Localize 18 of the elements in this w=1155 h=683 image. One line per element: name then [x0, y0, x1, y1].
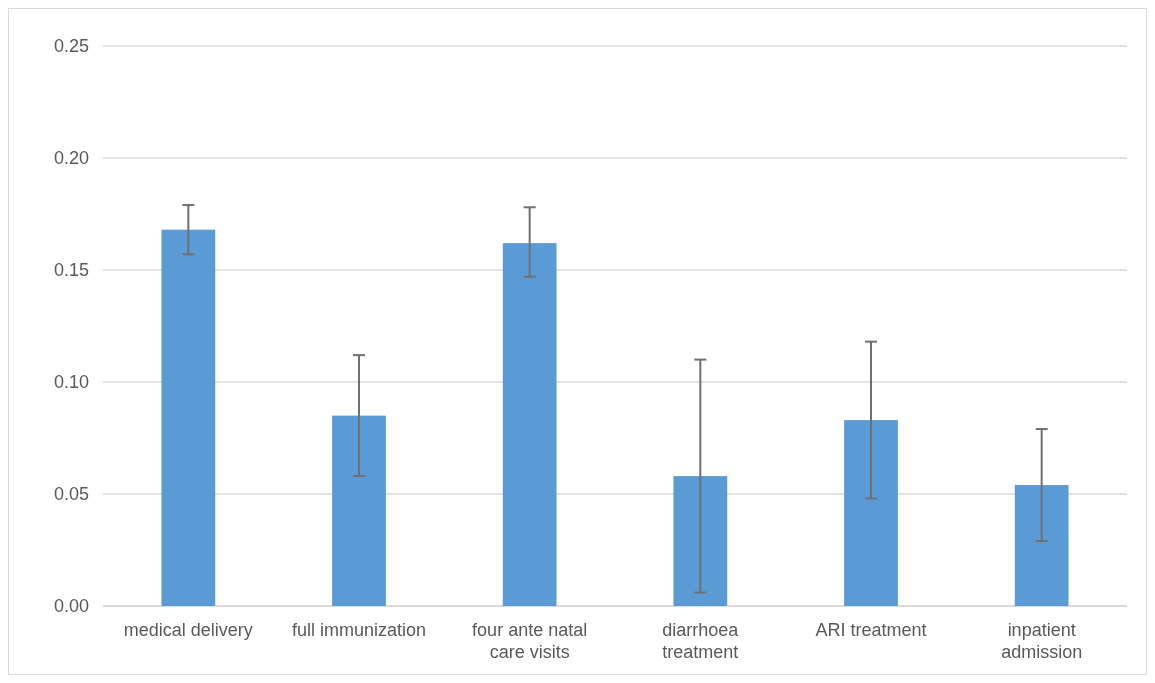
bar	[332, 415, 386, 606]
y-tick-label: 0.10	[53, 372, 89, 393]
x-tick-label: ARI treatment	[815, 620, 927, 640]
y-tick-label: 0.15	[53, 260, 89, 281]
bar	[502, 243, 557, 606]
x-tick-label: four ante natal care visits	[472, 620, 588, 662]
y-tick-label: 0.25	[53, 36, 89, 57]
y-tick-label: 0.00	[53, 596, 89, 617]
x-tick-label: full immunization	[291, 620, 427, 640]
y-tick-label: 0.20	[53, 148, 89, 169]
x-tick-label: diarrhoea treatment	[662, 620, 740, 662]
y-tick-label: 0.05	[53, 484, 89, 505]
bar	[161, 229, 216, 606]
x-tick-label: medical delivery	[123, 620, 253, 640]
x-tick-label: inpatient admission	[1001, 620, 1083, 662]
bar	[673, 476, 728, 606]
bar	[844, 420, 898, 606]
bar	[1014, 485, 1069, 606]
